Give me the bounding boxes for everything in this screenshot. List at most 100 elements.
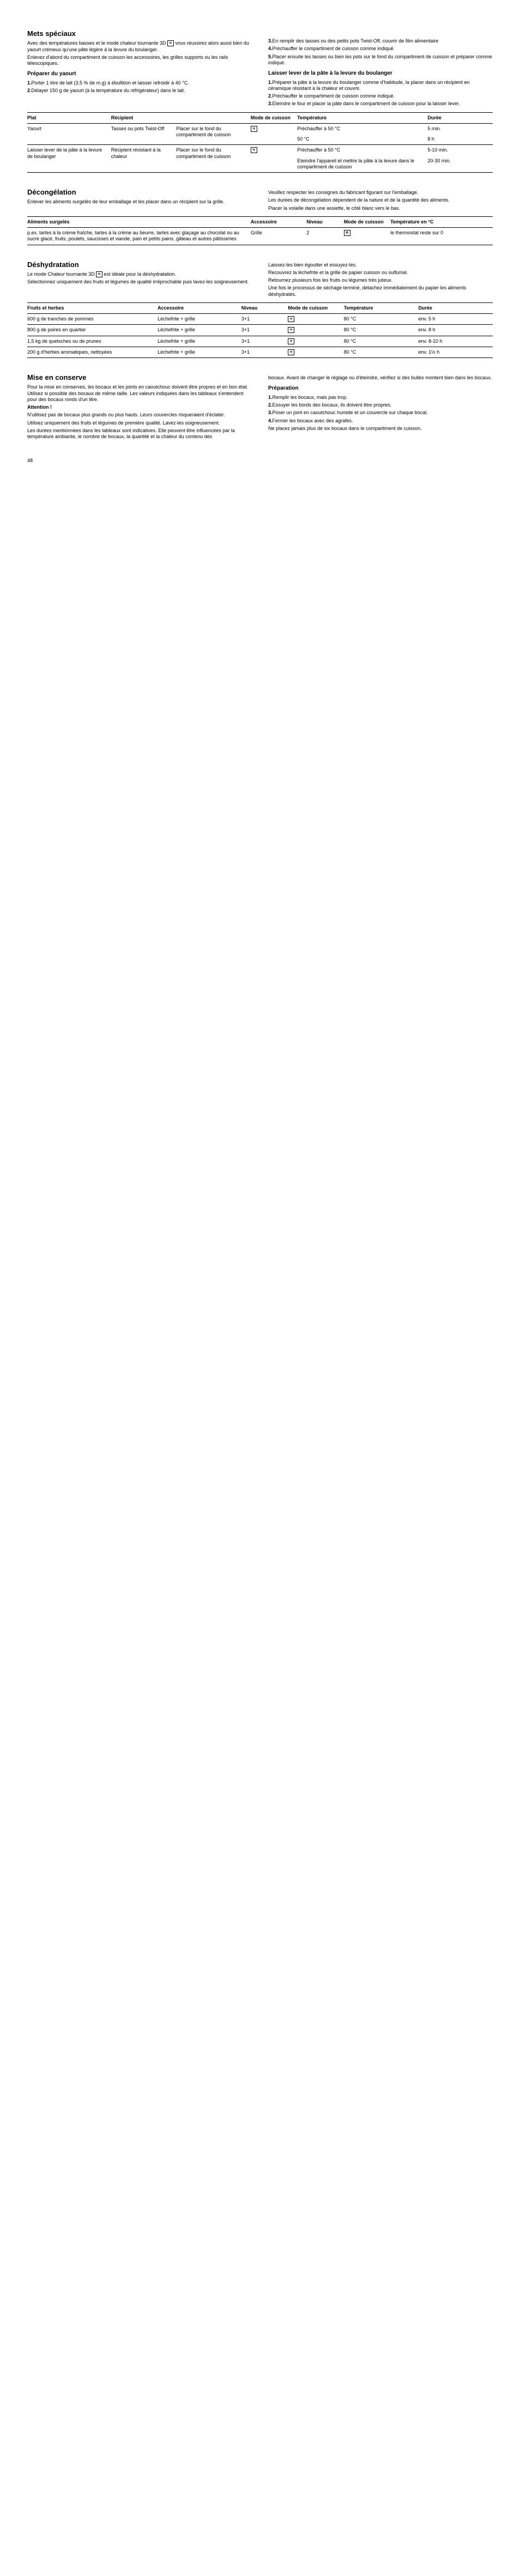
- col-mode: Mode de cuisson: [344, 216, 390, 227]
- decon-r1: Veuillez respecter les consignes du fabr…: [268, 190, 493, 196]
- col-mode: Mode de cuisson: [251, 112, 297, 123]
- cell: Lèchefrite + grille: [158, 347, 241, 357]
- step-prep3: 3.Poser un joint en caoutchouc humide et…: [268, 410, 493, 416]
- heading-mets-speciaux: Mets spéciaux: [27, 29, 252, 38]
- mise-l4: Les durées mentionnées dans les tableaux…: [27, 428, 252, 440]
- col-aliments: Aliments surgelés: [27, 216, 251, 227]
- attention-label: Attention !: [27, 404, 252, 410]
- cell: p.ex. tartes à la crème fraîche, tartes …: [27, 228, 251, 245]
- step-y2: 2.Délayer 150 g de yaourt (à la températ…: [27, 88, 252, 94]
- heading-decongelation: Décongélation: [27, 188, 252, 197]
- step-text: Remplir les bocaux, mais pas trop.: [273, 395, 348, 400]
- table-row: 600 g de tranches de pommesLèchefrite + …: [27, 314, 493, 325]
- cell: Lèchefrite + grille: [158, 325, 241, 336]
- intro-text-2: Enlevez d'abord du compartiment de cuiss…: [27, 54, 252, 67]
- step-text: Fermer les bocaux avec des agrafes.: [273, 418, 353, 423]
- step-number: 2.: [268, 93, 273, 99]
- mise-l1: Pour la mise en conserves, les bocaux et…: [27, 384, 252, 403]
- step-p1: 1.Préparer la pâte à la levure du boulan…: [268, 80, 493, 92]
- cell: Placer sur le fond du compartiment de cu…: [176, 145, 251, 173]
- table-row: 200 g d'herbes aromatiques, nettoyéesLèc…: [27, 347, 493, 357]
- cell: 80 °C: [344, 325, 419, 336]
- cell: 20-30 min.: [427, 156, 493, 173]
- step-number: 5.: [268, 54, 273, 59]
- table-row: Yaourt Tasses ou pots Twist-Off Placer s…: [27, 123, 493, 134]
- cell: ≋: [288, 314, 343, 325]
- step-text: Préchauffer le compartiment de cuisson c…: [273, 46, 395, 51]
- decon-left: Enlever les aliments surgelés de leur em…: [27, 199, 252, 205]
- step-text: Essuyer les bords des bocaux, ils doiven…: [273, 402, 392, 408]
- step-number: 2.: [27, 88, 32, 93]
- cell: Yaourt: [27, 123, 111, 145]
- col-duree: Durée: [427, 112, 493, 123]
- desh-r4: Une fois le processus de séchage terminé…: [268, 285, 493, 298]
- heading-pate: Laisser lever de la pâte à la levure du …: [268, 70, 493, 77]
- defrost-icon: ✻: [344, 230, 350, 236]
- step-y4: 4.Préchauffer le compartiment de cuisson…: [268, 46, 493, 52]
- desh-r1: Laissez-les bien égoutter et essuyez-les…: [268, 262, 493, 268]
- txt: Le mode Chaleur tournante 3D: [27, 271, 96, 277]
- cell: 3+1: [241, 336, 288, 347]
- table-head: Plat Récipient Mode de cuisson Températu…: [27, 112, 493, 123]
- table-row: p.ex. tartes à la crème fraîche, tartes …: [27, 228, 493, 245]
- cell: env. 8-10 h: [418, 336, 493, 347]
- step-y5: 5.Placer ensuite les tasses ou bien les …: [268, 54, 493, 66]
- step-number: 4.: [268, 46, 273, 51]
- step-number: 1.: [27, 80, 32, 86]
- step-text: Eteindre le four et placer la pâte dans …: [273, 101, 460, 106]
- heading-preparation: Préparation: [268, 385, 493, 392]
- fan-3d-icon: ≋: [288, 316, 294, 322]
- step-text: En remplir des tasses ou des petits pots…: [273, 38, 439, 44]
- heading-mise-en-conserve: Mise en conserve: [27, 373, 252, 382]
- cell: ≋: [288, 347, 343, 357]
- cell: 80 °C: [344, 314, 419, 325]
- col-niv: Niveau: [306, 216, 343, 227]
- cell: 1,5 kg de quetsches ou de prunes: [27, 336, 158, 347]
- step-p2: 2.Préchauffer le compartiment de cuisson…: [268, 93, 493, 99]
- cell: ≋: [251, 123, 297, 145]
- cell: Préchauffer à 50 °C: [297, 123, 427, 134]
- table-deshydratation: Fruits et herbes Accessoire Niveau Mode …: [27, 302, 493, 358]
- step-text: Préchauffer le compartiment de cuisson c…: [273, 93, 395, 99]
- cell: Laisser lever de la pâte à la levure de …: [27, 145, 111, 173]
- step-text: Préparer la pâte à la levure du boulange…: [268, 80, 469, 91]
- step-text: Poser un joint en caoutchouc humide et u…: [273, 410, 428, 415]
- cell: Grille: [251, 228, 306, 245]
- cell: 2: [306, 228, 343, 245]
- col-fruits: Fruits et herbes: [27, 302, 158, 313]
- step-number: 1.: [268, 395, 273, 400]
- col-plat: Plat: [27, 112, 111, 123]
- cell: Placer sur le fond du compartiment de cu…: [176, 123, 251, 145]
- heading-yaourt: Préparer du yaourt: [27, 71, 252, 78]
- cell: env. 8 h: [418, 325, 493, 336]
- desh-r2: Recouvrez la lèchefrite et la grille de …: [268, 270, 493, 276]
- cell: 600 g de tranches de pommes: [27, 314, 158, 325]
- table-decongelation: Aliments surgelés Accessoire Niveau Mode…: [27, 216, 493, 245]
- col-niv: Niveau: [241, 302, 288, 313]
- decon-r3: Placer la volaille dans une assiette, le…: [268, 205, 493, 211]
- decon-r2: Les durées de décongélation dépendent de…: [268, 197, 493, 203]
- cell: 5-10 min.: [427, 145, 493, 156]
- cell: Tasses ou pots Twist-Off: [111, 123, 177, 145]
- fan-3d-icon: ≋: [288, 327, 294, 333]
- step-y3: 3.En remplir des tasses ou des petits po…: [268, 38, 493, 44]
- mise-l3: Utilisez uniquement des fruits et légume…: [27, 420, 252, 426]
- step-number: 3.: [268, 410, 273, 415]
- cell: 3+1: [241, 314, 288, 325]
- cell: ≋: [288, 336, 343, 347]
- cell: env. 5 h: [418, 314, 493, 325]
- cell: env. 1½ h: [418, 347, 493, 357]
- cell: 8 h: [427, 134, 493, 145]
- intro-part1: Avec des températures basses et le mode …: [27, 40, 167, 46]
- step-text: Porter 1 litre de lait (3,5 % de m.g) à …: [32, 80, 189, 86]
- cell: 5 min.: [427, 123, 493, 134]
- desh-r3: Retournez plusieurs fois les fruits ou l…: [268, 277, 493, 283]
- mise-l2: N'utilisez pas de bocaux plus grands ou …: [27, 412, 252, 418]
- cell: 800 g de poires en quartier: [27, 325, 158, 336]
- mise-r-intro: bocaux. Avant de changer le réglage ou d…: [268, 375, 493, 381]
- intro-text: Avec des températures basses et le mode …: [27, 40, 252, 53]
- col-mode: Mode de cuisson: [288, 302, 343, 313]
- cell: 80 °C: [344, 336, 419, 347]
- fan-3d-icon: ≋: [251, 147, 257, 153]
- step-prep2: 2.Essuyer les bords des bocaux, ils doiv…: [268, 402, 493, 408]
